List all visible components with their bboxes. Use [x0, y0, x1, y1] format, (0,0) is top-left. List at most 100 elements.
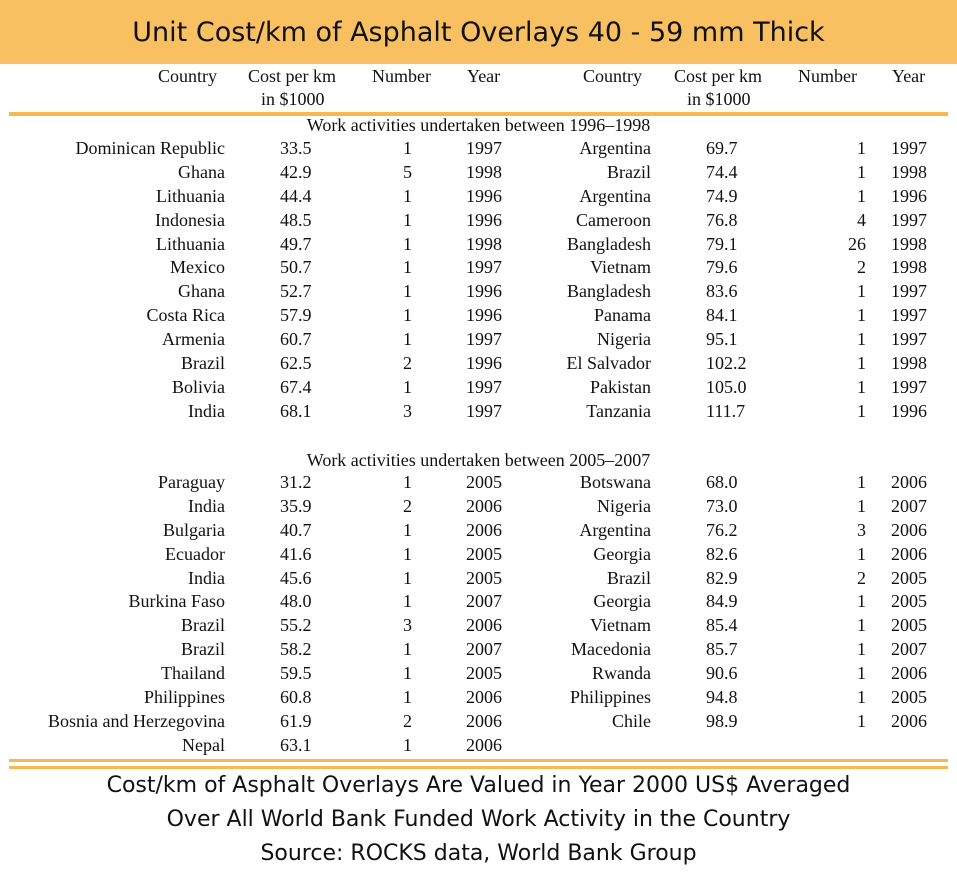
- left-year-cell: 2006: [466, 710, 502, 731]
- table-row: Bulgaria 40.7 1 2006 Argentina 76.2 3 2006: [0, 519, 957, 543]
- left-country-cell: Bolivia: [172, 376, 225, 397]
- right-number-cell: 1: [857, 591, 866, 612]
- left-cost-cell: 49.7: [280, 233, 312, 254]
- left-number-cell: 3: [403, 400, 412, 421]
- left-cost-cell: 60.8: [280, 687, 312, 708]
- right-year-cell: 2006: [891, 472, 927, 492]
- left-cost-cell: 50.7: [280, 257, 312, 278]
- left-number-cell: 1: [403, 543, 412, 564]
- left-year-cell: 2005: [466, 663, 502, 684]
- left-number-cell: 1: [403, 472, 412, 492]
- right-country-cell: Brazil: [607, 567, 651, 588]
- right-country-cell: Tanzania: [586, 400, 651, 421]
- right-year-cell: 1997: [891, 329, 927, 350]
- right-year-cell: 1998: [891, 353, 927, 374]
- left-country-cell: Brazil: [181, 353, 225, 374]
- right-number-cell: 2: [857, 567, 866, 588]
- right-cost-cell: 105.0: [706, 376, 747, 397]
- right-year-cell: 2005: [891, 615, 927, 636]
- right-year-cell: 1998: [891, 233, 927, 254]
- right-number-cell: 4: [857, 209, 866, 230]
- header-cost-unit-left: in $1000: [261, 89, 325, 109]
- section-table-2005-2007: Paraguay 31.2 1 2005 Botswana 68.0 1 2006 India 3…: [0, 471, 957, 758]
- header-number-right: Number: [798, 66, 857, 86]
- left-year-cell: 1996: [466, 281, 502, 302]
- right-number-cell: 1: [857, 281, 866, 302]
- table-row: Costa Rica 57.9 1 1996 Panama 84.1 1 1997: [0, 304, 957, 328]
- left-number-cell: 1: [403, 567, 412, 588]
- table-row: Paraguay 31.2 1 2005 Botswana 68.0 1 2006: [0, 471, 957, 495]
- right-cost-cell: 79.6: [706, 257, 738, 278]
- right-number-cell: 1: [857, 495, 866, 516]
- right-country-cell: Argentina: [579, 138, 651, 158]
- left-year-cell: 1996: [466, 185, 502, 206]
- left-number-cell: 1: [403, 281, 412, 302]
- right-number-cell: 1: [857, 353, 866, 374]
- right-cost-cell: 76.2: [706, 519, 738, 540]
- left-country-cell: Bulgaria: [163, 519, 225, 540]
- left-country-cell: Dominican Republic: [75, 138, 225, 158]
- left-year-cell: 2005: [466, 567, 502, 588]
- right-cost-cell: 74.9: [706, 185, 738, 206]
- header-country-left: Country: [158, 66, 218, 86]
- table-row: Mexico 50.7 1 1997 Vietnam 79.6 2 1998: [0, 256, 957, 280]
- table-row: Nepal 63.1 1 2006: [0, 734, 957, 758]
- header-year-left: Year: [467, 66, 501, 86]
- right-cost-cell: 102.2: [706, 353, 747, 374]
- right-year-cell: 2007: [891, 495, 927, 516]
- left-year-cell: 1998: [466, 233, 502, 254]
- right-number-cell: 2: [857, 257, 866, 278]
- left-cost-cell: 60.7: [280, 329, 312, 350]
- right-cost-cell: 74.4: [706, 161, 738, 182]
- right-cost-cell: 90.6: [706, 663, 738, 684]
- left-country-cell: Thailand: [161, 663, 225, 684]
- title-banner: Unit Cost/km of Asphalt Overlays 40 - 59…: [0, 0, 957, 64]
- left-number-cell: 1: [403, 663, 412, 684]
- left-country-cell: Costa Rica: [146, 305, 226, 326]
- right-country-cell: Georgia: [593, 591, 651, 612]
- left-cost-cell: 31.2: [280, 472, 312, 492]
- section-title-2005-2007: Work activities undertaken between 2005–…: [306, 450, 651, 470]
- left-country-cell: India: [188, 567, 225, 588]
- left-number-cell: 3: [403, 615, 412, 636]
- right-cost-cell: 82.6: [706, 543, 738, 564]
- left-cost-cell: 67.4: [280, 376, 312, 397]
- left-country-cell: Brazil: [181, 615, 225, 636]
- footer-source: Source: ROCKS data, World Bank Group: [260, 841, 697, 866]
- right-cost-cell: 98.9: [706, 710, 738, 731]
- left-cost-cell: 44.4: [280, 185, 312, 206]
- header-cost-right: Cost per km: [674, 66, 762, 86]
- left-country-cell: Philippines: [143, 687, 225, 708]
- header-country-right: Country: [583, 66, 643, 86]
- footer-divider-bottom: [9, 766, 948, 769]
- left-cost-cell: 57.9: [280, 305, 312, 326]
- left-country-cell: Ghana: [178, 281, 225, 302]
- left-year-cell: 2005: [466, 543, 502, 564]
- right-year-cell: 1996: [891, 400, 927, 421]
- left-year-cell: 1996: [466, 305, 502, 326]
- right-number-cell: 1: [857, 400, 866, 421]
- right-country-cell: Georgia: [593, 543, 651, 564]
- footer-note-2: Over All World Bank Funded Work Activity…: [166, 807, 791, 832]
- right-number-cell: 1: [857, 305, 866, 326]
- right-cost-cell: 76.8: [706, 209, 738, 230]
- left-year-cell: 2007: [466, 591, 502, 612]
- table-row: Lithuania 44.4 1 1996 Argentina 74.9 1 1996: [0, 185, 957, 209]
- left-country-cell: Brazil: [181, 639, 225, 660]
- left-year-cell: 2006: [466, 615, 502, 636]
- left-number-cell: 1: [403, 305, 412, 326]
- table-row: Armenia 60.7 1 1997 Nigeria 95.1 1 1997: [0, 328, 957, 352]
- left-country-cell: Mexico: [170, 257, 225, 278]
- right-year-cell: 1997: [891, 305, 927, 326]
- table-row: India 35.9 2 2006 Nigeria 73.0 1 2007: [0, 495, 957, 519]
- table-row: Brazil 55.2 3 2006 Vietnam 85.4 1 2005: [0, 614, 957, 638]
- left-number-cell: 1: [403, 687, 412, 708]
- footer-note-1: Cost/km of Asphalt Overlays Are Valued i…: [106, 773, 851, 798]
- right-cost-cell: 84.9: [706, 591, 738, 612]
- right-number-cell: 1: [857, 639, 866, 660]
- right-cost-cell: 69.7: [706, 138, 738, 158]
- left-number-cell: 1: [403, 376, 412, 397]
- table-row: Bolivia 67.4 1 1997 Pakistan 105.0 1 1997: [0, 376, 957, 400]
- right-country-cell: Vietnam: [590, 257, 651, 278]
- section-title-1996-1998: Work activities undertaken between 1996–…: [306, 115, 651, 135]
